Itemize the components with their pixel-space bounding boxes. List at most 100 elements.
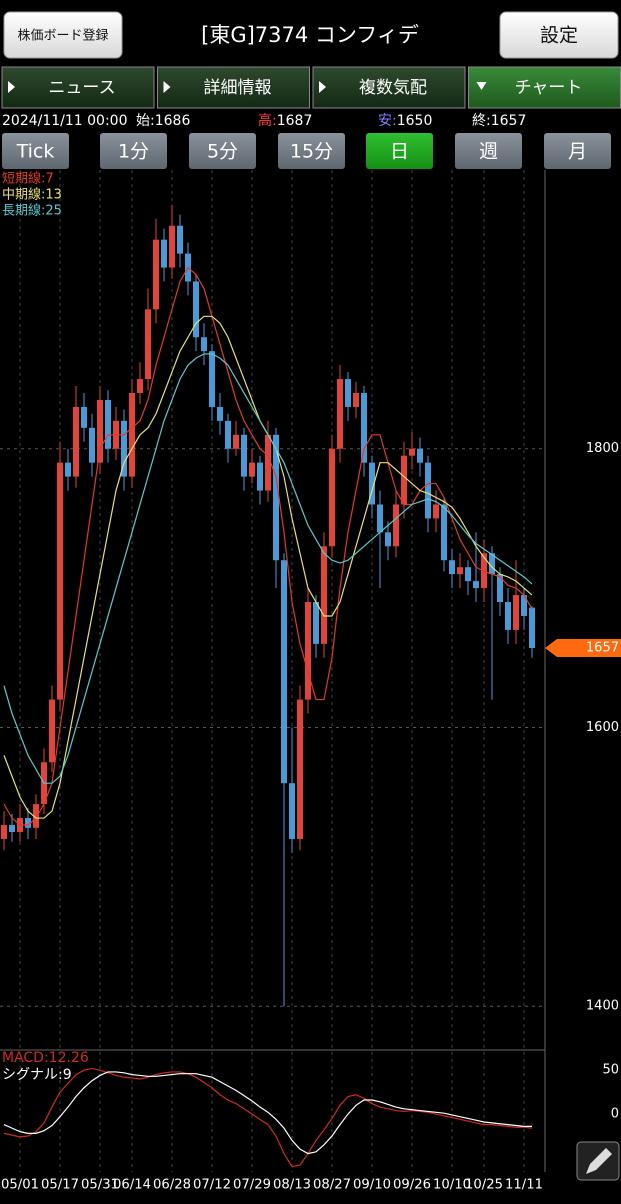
tab[interactable] xyxy=(468,66,621,109)
period-button[interactable] xyxy=(189,133,256,169)
settings-button-label: 設定 xyxy=(540,25,578,47)
candle-body xyxy=(145,309,151,380)
quote: 2024/11/11 00:00 始:1686 高:1687 安:1650 終:1657 xyxy=(2,112,526,129)
x-tick-label: 06/14 xyxy=(113,1178,151,1193)
macd-line xyxy=(3,1071,532,1155)
candle-body xyxy=(385,532,391,547)
candle-body xyxy=(489,553,495,575)
tab-arrow xyxy=(319,81,326,93)
quote-high-value: 1687 xyxy=(277,113,313,129)
period-label: 月 xyxy=(568,141,587,163)
candle-body xyxy=(401,455,407,505)
candle-body xyxy=(25,818,31,828)
board-button[interactable] xyxy=(3,11,123,59)
tabs: ニュース 詳細情報 複数気配 チャート xyxy=(1,66,621,109)
candle-body xyxy=(377,504,383,533)
x-tick-label: 05/31 xyxy=(81,1178,119,1193)
candle-body xyxy=(89,427,95,463)
candle-body xyxy=(129,392,135,477)
x-tick-label: 05/17 xyxy=(41,1178,79,1193)
quote-close-value: 1657 xyxy=(491,113,527,129)
legend-entry: MACD:12.26 xyxy=(2,1050,89,1066)
period-button[interactable] xyxy=(2,133,69,169)
candle-body xyxy=(417,448,423,463)
y-tick-label: 0 xyxy=(611,1107,619,1122)
candle-body xyxy=(529,607,535,649)
candle-body xyxy=(81,406,87,428)
macd-line xyxy=(3,1067,533,1168)
price-tag xyxy=(545,639,621,658)
candle-body xyxy=(57,462,63,700)
candle-body xyxy=(49,699,55,763)
settings-button[interactable] xyxy=(499,11,619,59)
quote-low: 安:1650 xyxy=(378,113,432,129)
candle-body xyxy=(257,462,263,491)
tab[interactable] xyxy=(312,66,466,109)
period-button[interactable] xyxy=(455,133,522,169)
periods: Tick 1分 5分 15分 日 週 月 xyxy=(2,133,611,169)
moving-average-line xyxy=(3,266,533,826)
candle-body xyxy=(441,504,447,561)
tab[interactable] xyxy=(1,66,155,109)
legend-entry: 長期線:25 xyxy=(2,203,62,219)
pencil-icon xyxy=(586,1148,612,1174)
candle-body xyxy=(329,448,335,547)
period-button[interactable] xyxy=(100,133,167,169)
candle-body xyxy=(305,602,311,700)
x-tick-label: 05/01 xyxy=(1,1178,39,1193)
quote-open: 始:1686 xyxy=(136,113,190,129)
tab-label: 複数気配 xyxy=(359,78,427,98)
tab-arrow xyxy=(8,81,15,93)
candle-body xyxy=(369,462,375,505)
x-tick-label: 10/25 xyxy=(465,1178,503,1193)
quote-close: 終:1657 xyxy=(472,113,526,129)
candle-body xyxy=(33,804,39,828)
quote-open-label: 始: xyxy=(136,113,155,129)
price-tag-label: 1657 xyxy=(586,641,619,656)
candle-body xyxy=(201,337,207,352)
candle-body xyxy=(73,406,79,477)
candle-body xyxy=(193,281,199,338)
period-button[interactable] xyxy=(544,133,611,169)
x-tick-label: 10/10 xyxy=(433,1178,471,1193)
period-label: 5分 xyxy=(207,141,238,163)
tab-arrow xyxy=(476,82,487,90)
candle-body xyxy=(297,699,303,839)
legend-entry: 短期線:7 xyxy=(2,171,54,187)
legend-entry: 中期線:13 xyxy=(2,187,62,203)
tab[interactable] xyxy=(157,66,310,109)
period-label: 1分 xyxy=(118,141,149,163)
candle-body xyxy=(457,567,463,575)
board-button-label: 株価ボード登録 xyxy=(17,29,108,44)
y-tick-label: 50 xyxy=(602,1063,619,1078)
quote-close-label: 終: xyxy=(472,113,491,129)
y-tick-label: 1600 xyxy=(586,720,619,735)
candle-body xyxy=(273,434,279,561)
x-tick-label: 07/29 xyxy=(233,1178,271,1193)
y-tick-label: 1400 xyxy=(586,999,619,1014)
candle-body xyxy=(465,567,471,582)
candle-body xyxy=(265,434,271,491)
candle-body xyxy=(233,434,239,449)
quote-high: 高:1687 xyxy=(258,112,312,129)
tab-label: ニュース xyxy=(48,78,115,98)
candle-body xyxy=(449,560,455,575)
period-button[interactable] xyxy=(278,133,345,169)
candle-body xyxy=(345,379,351,407)
tab-label: チャート xyxy=(515,78,583,98)
candle-body xyxy=(9,825,15,832)
candle-body xyxy=(281,560,287,784)
candle-body xyxy=(289,783,295,839)
candle-body xyxy=(217,406,223,421)
title: [東G]7374 コンフィデ xyxy=(201,23,419,47)
period-label: 日 xyxy=(390,141,409,163)
candle-body xyxy=(137,379,143,393)
period-button[interactable] xyxy=(366,133,433,169)
y-tick-label: 1800 xyxy=(586,441,619,456)
candle-body xyxy=(497,574,503,603)
candle-body xyxy=(409,448,415,456)
